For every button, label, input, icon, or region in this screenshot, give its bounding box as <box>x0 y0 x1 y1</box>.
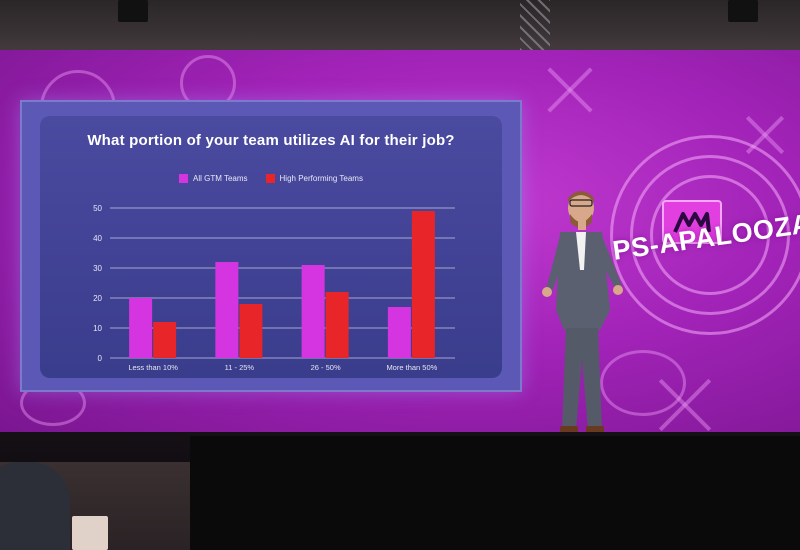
legend-swatch <box>179 174 188 183</box>
audience-laptop <box>72 516 108 550</box>
bar-all-gtm <box>129 298 153 358</box>
legend-item-high-performing: High Performing Teams <box>265 174 363 183</box>
ceiling-speaker <box>728 0 758 22</box>
bar-all-gtm <box>215 262 239 358</box>
front-riser <box>190 436 800 550</box>
legend-label: High Performing Teams <box>279 174 363 183</box>
y-tick-label: 20 <box>93 294 102 303</box>
y-tick-label: 50 <box>93 204 102 213</box>
audience-member <box>0 462 70 550</box>
brand-rings <box>610 135 800 335</box>
x-category-label: 26 - 50% <box>311 363 341 372</box>
presenter <box>542 191 623 433</box>
x-category-label: 11 - 25% <box>225 363 255 372</box>
y-tick-label: 40 <box>93 234 102 243</box>
slide-panel: What portion of your team utilizes AI fo… <box>40 116 502 378</box>
bar-chart: 0 10 20 30 40 50 Less than 10% 11 - 25% 26 - 50%… <box>93 204 455 372</box>
chart-title: What portion of your team utilizes AI fo… <box>87 132 455 149</box>
chart-legend: All GTM Teams High Performing Teams <box>40 174 502 183</box>
backdrop-x-doodle <box>650 370 720 435</box>
legend-swatch <box>265 174 275 183</box>
y-tick-label: 30 <box>93 264 102 273</box>
backdrop-x-doodle <box>540 60 600 120</box>
x-category-label: More than 50% <box>386 363 437 372</box>
bar-high-performing <box>325 292 349 358</box>
bar-high-performing <box>239 304 263 358</box>
projection-screen: What portion of your team utilizes AI fo… <box>20 100 522 392</box>
bar-all-gtm <box>387 307 411 358</box>
bar-high-performing <box>411 211 435 358</box>
x-category-label: Less than 10% <box>128 363 178 372</box>
brand-logo-icon <box>662 200 722 244</box>
y-tick-label: 10 <box>93 324 102 333</box>
legend-item-all-gtm: All GTM Teams <box>179 174 248 183</box>
legend-label: All GTM Teams <box>193 174 248 183</box>
ceiling-speaker <box>118 0 148 22</box>
y-tick-label: 0 <box>98 354 103 363</box>
bar-high-performing <box>153 322 177 358</box>
bar-all-gtm <box>301 265 325 358</box>
